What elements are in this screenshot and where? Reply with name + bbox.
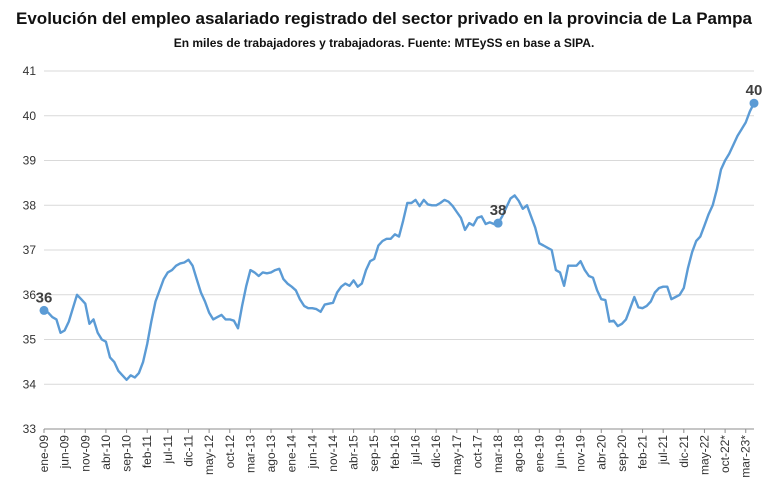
x-tick-label: jun-19 (553, 435, 567, 470)
x-tick-label: feb-21 (636, 435, 650, 469)
chart-title: Evolución del empleo asalariado registra… (16, 9, 752, 28)
y-tick-label: 38 (23, 198, 37, 212)
x-tick-label: dic-11 (181, 435, 195, 467)
x-tick-label: jun-09 (58, 435, 72, 470)
x-tick-label: ene-14 (285, 435, 299, 473)
data-label: 40 (746, 82, 763, 99)
y-tick-label: 37 (23, 243, 37, 257)
data-point-marker (39, 305, 49, 315)
series-line (43, 102, 756, 381)
data-label: 36 (36, 289, 53, 306)
y-tick-label: 39 (23, 154, 37, 168)
x-tick-label: feb-16 (388, 435, 402, 469)
x-tick-label: may-22 (697, 435, 711, 475)
y-tick-label: 41 (23, 64, 37, 78)
data-point-marker (749, 98, 759, 108)
x-tick-label: ago-18 (512, 435, 526, 473)
x-tick-label: sep-15 (367, 435, 381, 472)
x-tick-label: jul-16 (409, 435, 423, 466)
x-tick-label: jun-14 (305, 435, 319, 470)
x-tick-label: jul-11 (161, 435, 175, 465)
x-tick-label: abr-20 (594, 435, 608, 470)
x-tick-label: may-17 (450, 435, 464, 475)
x-tick-label: mar-13 (243, 435, 257, 473)
chart-subtitle: En miles de trabajadores y trabajadoras.… (173, 36, 595, 50)
data-label: 38 (490, 202, 507, 219)
x-tick-label: ago-13 (264, 435, 278, 473)
x-tick-label: feb-11 (140, 435, 154, 468)
x-tick-label: oct-22* (718, 435, 732, 473)
x-tick-label: abr-10 (99, 435, 113, 470)
x-tick-label: mar-18 (491, 435, 505, 473)
x-tick-label: ene-09 (37, 435, 51, 473)
y-tick-label: 33 (23, 422, 37, 436)
y-tick-label: 34 (23, 377, 37, 391)
x-tick-label: abr-15 (347, 435, 361, 470)
x-tick-label: oct-17 (470, 435, 484, 469)
x-tick-label: mar-23* (739, 435, 753, 478)
x-tick-label: dic-21 (677, 435, 691, 468)
x-tick-label: nov-14 (326, 435, 340, 472)
y-tick-label: 35 (23, 333, 37, 347)
data-point-marker (493, 218, 503, 228)
x-tick-label: jul-21 (656, 435, 670, 466)
x-tick-label: ene-19 (532, 435, 546, 473)
x-tick-label: oct-12 (223, 435, 237, 469)
y-tick-label: 36 (23, 288, 37, 302)
x-tick-label: sep-20 (615, 435, 629, 472)
y-tick-label: 40 (23, 109, 37, 123)
x-tick-label: nov-09 (78, 435, 92, 472)
x-tick-label: sep-10 (120, 435, 134, 472)
x-tick-label: dic-16 (429, 435, 443, 468)
x-tick-label: may-12 (202, 435, 216, 475)
x-tick-label: nov-19 (574, 435, 588, 472)
